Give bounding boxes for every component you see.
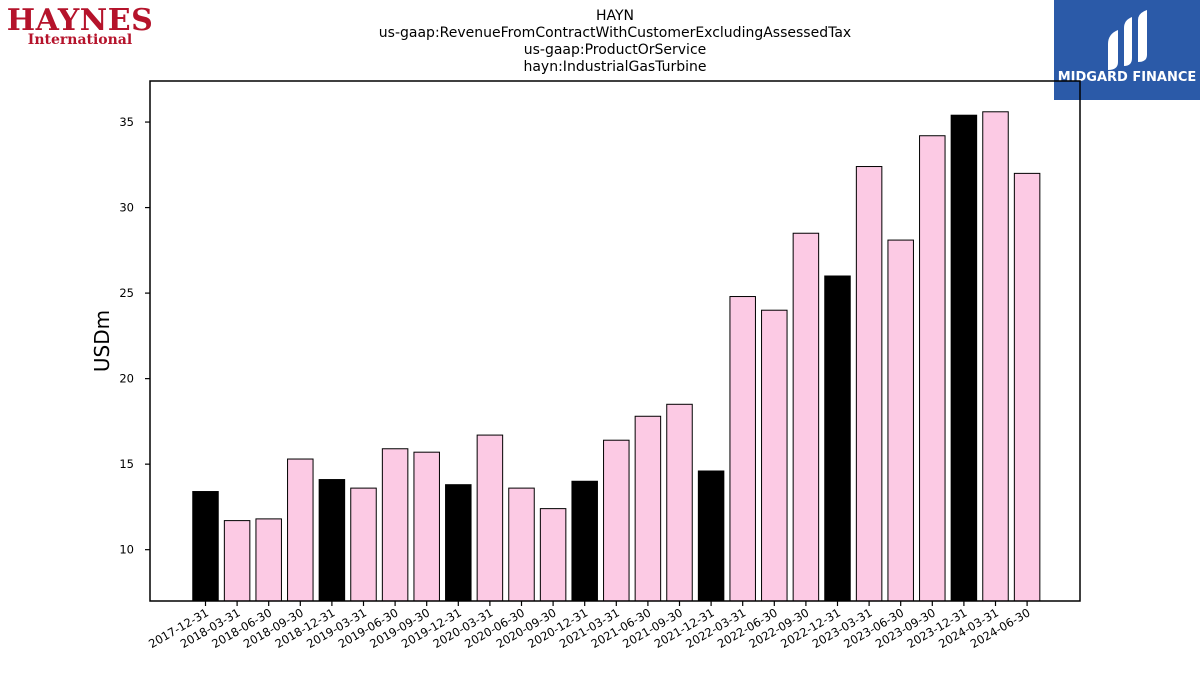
bar-2020-09-30: [539, 508, 567, 602]
bar-2023-12-31: [950, 114, 978, 602]
bar-2024-03-31: [982, 111, 1009, 602]
midgard-mark-icon: [1108, 10, 1147, 70]
bar-2019-12-31: [445, 484, 472, 602]
bar-2023-06-30: [887, 239, 914, 602]
bar-2024-06-30: [1013, 172, 1041, 602]
bar-2019-06-30: [381, 448, 409, 602]
bar-2022-09-30: [792, 232, 820, 602]
bar-2019-03-31: [350, 487, 377, 602]
bar-2021-09-30: [666, 403, 693, 602]
bar-2021-03-31: [603, 439, 630, 602]
bar-2022-03-31: [729, 296, 756, 602]
chart-title: HAYNus-gaap:RevenueFromContractWithCusto…: [379, 8, 851, 75]
y-tick-label: 15: [119, 457, 134, 471]
bar-2017-12-31: [192, 491, 219, 602]
bar-2019-09-30: [413, 451, 440, 602]
haynes-logo: HAYNES International: [7, 3, 154, 48]
midgard-logo-text: MIDGARD FINANCE: [1058, 70, 1197, 85]
bar-2020-12-31: [571, 480, 598, 602]
bars: [192, 111, 1041, 602]
title-line: HAYN: [596, 8, 634, 24]
bar-2021-06-30: [634, 415, 662, 602]
haynes-logo-sub: International: [28, 32, 132, 48]
bar-2022-06-30: [761, 309, 788, 602]
bar-2023-09-30: [919, 135, 946, 602]
bar-2020-03-31: [476, 434, 504, 602]
bar-2018-09-30: [287, 458, 314, 602]
bar-2020-06-30: [508, 487, 535, 602]
midgard-logo: MIDGARD FINANCE: [1054, 0, 1200, 100]
y-tick-label: 10: [119, 543, 134, 557]
y-tick-label: 20: [119, 372, 134, 386]
bar-2022-12-31: [824, 275, 851, 602]
bar-2018-03-31: [223, 520, 251, 602]
title-line: us-gaap:RevenueFromContractWithCustomerE…: [379, 25, 851, 41]
y-tick-label: 25: [119, 286, 134, 300]
plot-frame: [149, 80, 1081, 602]
title-line: hayn:IndustrialGasTurbine: [523, 59, 706, 75]
x-axis: 2017-12-312018-03-312018-06-302018-09-30…: [146, 601, 1033, 651]
y-tick-label: 35: [119, 115, 134, 129]
y-tick-label: 30: [119, 201, 134, 215]
bar-2018-06-30: [255, 518, 282, 602]
bar-2023-03-31: [855, 166, 883, 602]
title-line: us-gaap:ProductOrService: [524, 42, 707, 58]
bar-2018-12-31: [318, 479, 346, 602]
bar-2021-12-31: [697, 470, 725, 602]
haynes-logo-main: HAYNES: [7, 3, 154, 38]
y-axis: 10 15 20 25 30 35: [119, 115, 150, 557]
y-axis-title: USDm: [90, 310, 114, 372]
